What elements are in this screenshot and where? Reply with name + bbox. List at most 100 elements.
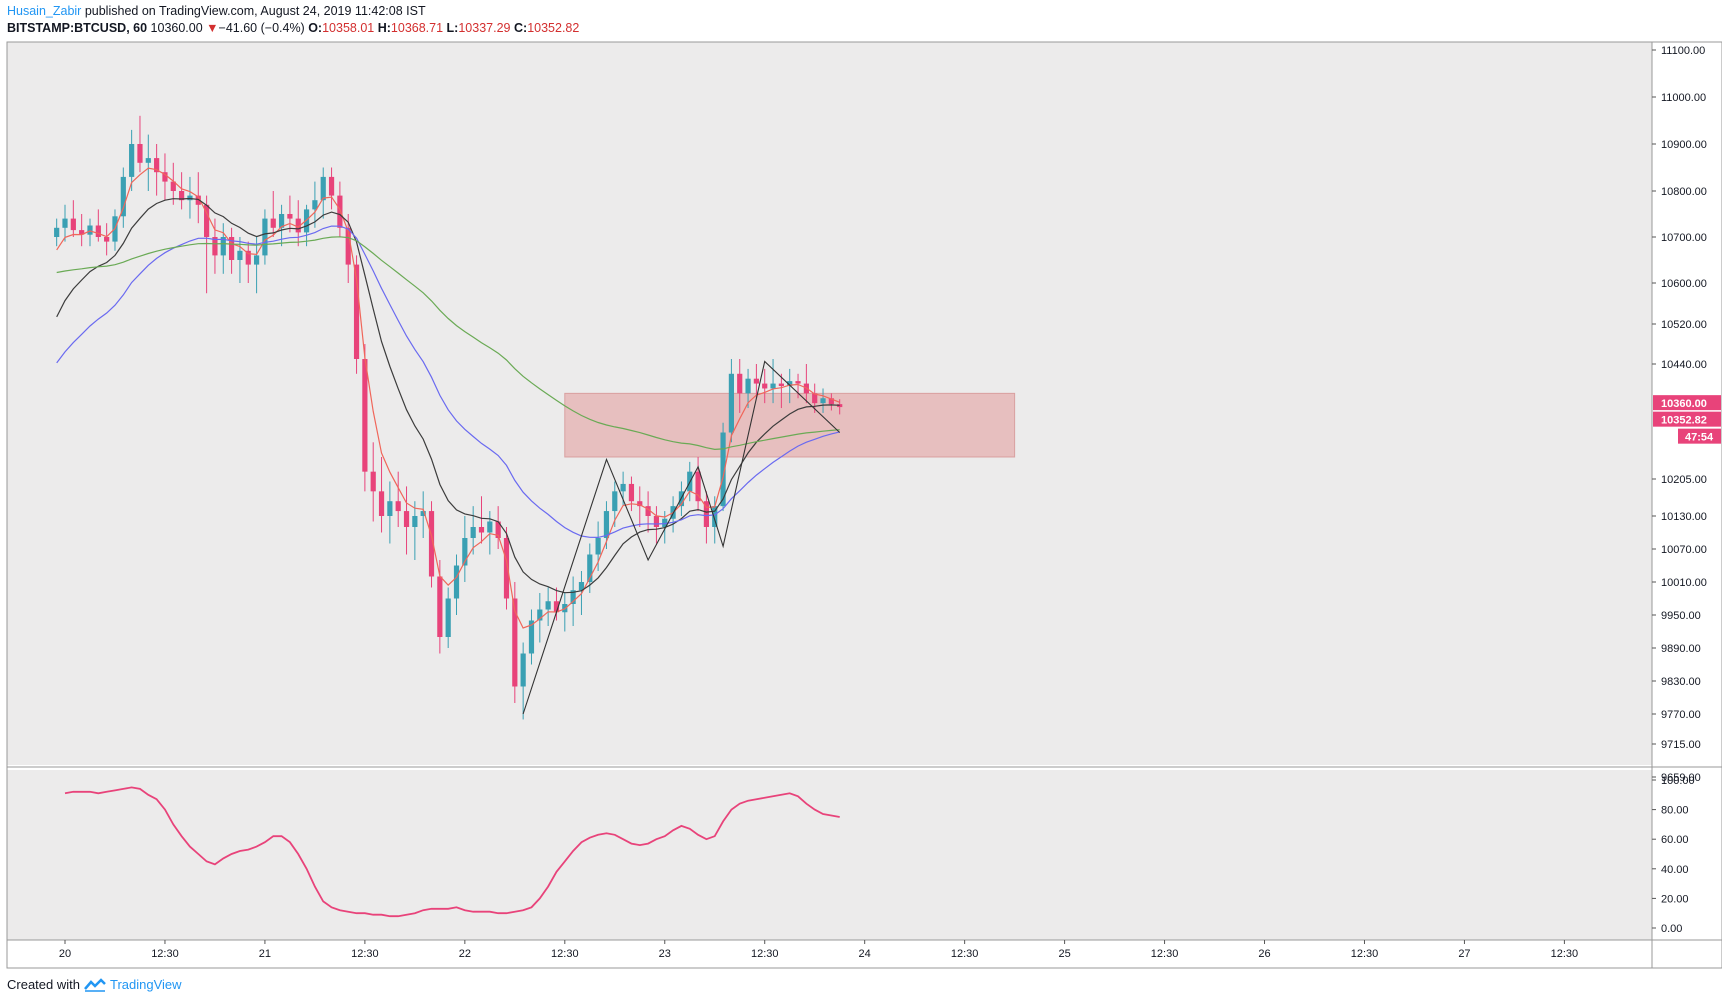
candle-body — [54, 227, 60, 237]
candle-body — [87, 225, 93, 235]
candle-body — [420, 511, 426, 516]
chart-header: Husain_Zabir published on TradingView.co… — [7, 4, 579, 38]
time-tick-label: 12:30 — [1151, 948, 1179, 960]
candle-body — [179, 191, 185, 201]
zigzag-pattern-line — [522, 360, 841, 715]
open-value: 10358.01 — [322, 21, 375, 35]
candle-body — [645, 506, 651, 516]
candle-body — [287, 214, 293, 219]
price-tick-label: 10130.00 — [1661, 511, 1707, 523]
candle-body — [95, 225, 101, 237]
candle-body — [70, 218, 76, 231]
candle-body — [104, 237, 110, 242]
last-price-tag — [1653, 395, 1721, 411]
price-tick-label: 10700.00 — [1661, 232, 1707, 244]
candle-body — [478, 527, 485, 533]
candle-body — [378, 491, 385, 516]
low-label: L: — [446, 21, 459, 35]
candle-body — [545, 601, 551, 610]
ema-green-line — [56, 236, 840, 451]
publish-line: Husain_Zabir published on TradingView.co… — [7, 4, 579, 19]
candle-body — [728, 373, 734, 433]
candle-body — [137, 144, 143, 163]
symbol-label[interactable]: BITSTAMP:BTCUSD, 60 — [7, 21, 148, 35]
candle-body — [395, 501, 401, 512]
candle-body — [403, 511, 410, 527]
time-tick-label: 24 — [859, 948, 871, 960]
rsi-tick-label: 40.00 — [1661, 864, 1689, 876]
candle-body — [129, 144, 135, 177]
price-tick-label: 10520.00 — [1661, 319, 1707, 331]
candle-body — [428, 511, 435, 577]
candle-body — [828, 398, 834, 405]
candle-body — [295, 218, 301, 233]
candle-body — [587, 554, 593, 582]
price-tick-label: 10070.00 — [1661, 544, 1707, 556]
price-tick-label: 10600.00 — [1661, 278, 1707, 290]
time-tick-label: 12:30 — [151, 948, 179, 960]
price-tick-label: 9890.00 — [1661, 643, 1701, 655]
time-tick-label: 22 — [459, 948, 471, 960]
price-tick-label: 10900.00 — [1661, 139, 1707, 151]
countdown-tag — [1678, 428, 1721, 444]
candle-body — [520, 653, 526, 687]
ema-mid-line — [56, 197, 840, 594]
rsi-tick-label: 20.00 — [1661, 893, 1689, 905]
candle-body — [620, 483, 626, 492]
candle-body — [120, 176, 126, 217]
candle-body — [662, 518, 668, 527]
candle-body — [612, 491, 618, 512]
tradingview-logo-icon — [84, 977, 106, 992]
candle-body — [753, 378, 759, 384]
time-tick-label: 25 — [1058, 948, 1070, 960]
candle-body — [253, 255, 260, 265]
candles — [54, 115, 843, 720]
time-tick-label: 27 — [1458, 948, 1470, 960]
high-label: H: — [377, 21, 391, 35]
candle-body — [187, 195, 193, 201]
price-axis: 11100.00 11000.00 10900.00 10800.00 10700.00… — [1652, 45, 1707, 784]
candle-body — [262, 218, 268, 256]
price-tick-label: 11100.00 — [1661, 45, 1705, 57]
candle-body — [353, 264, 360, 359]
candle-body — [204, 204, 210, 237]
candle-body — [570, 590, 576, 604]
candle-body — [720, 432, 726, 507]
price-tick-label: 10010.00 — [1661, 577, 1707, 589]
price-tick-label: 9950.00 — [1661, 610, 1701, 622]
time-tick-label: 12:30 — [751, 948, 779, 960]
candle-body — [795, 381, 801, 384]
price-tick-label: 9715.00 — [1661, 739, 1701, 751]
rsi-tick-label: 0.00 — [1661, 923, 1682, 935]
tradingview-brand[interactable]: TradingView — [109, 977, 182, 992]
candle-body — [537, 609, 543, 621]
candle-body — [362, 359, 368, 472]
time-tick-label: 21 — [259, 948, 271, 960]
candle-body — [787, 381, 793, 387]
time-tick-label: 26 — [1258, 948, 1270, 960]
price-tick-label: 10800.00 — [1661, 186, 1707, 198]
candle-body — [212, 237, 218, 256]
rsi-axis: 100.00 80.00 60.00 40.00 20.00 0.00 — [1652, 775, 1695, 935]
created-with-text: Created with — [7, 977, 80, 992]
close-value: 10352.82 — [527, 21, 580, 35]
candle-body — [245, 250, 251, 265]
candle-body — [312, 200, 318, 210]
candle-body — [270, 218, 276, 228]
candle-body — [778, 383, 784, 387]
candle-body — [628, 483, 635, 502]
candle-body — [62, 218, 68, 228]
author-link[interactable]: Husain_Zabir — [7, 4, 82, 18]
footer: Created with TradingView — [7, 977, 182, 992]
candle-body — [703, 501, 710, 527]
candle-body — [162, 172, 168, 182]
time-tick-label: 12:30 — [551, 948, 579, 960]
candle-body — [637, 501, 643, 507]
last-price-tag-label: 10360.00 — [1661, 398, 1707, 410]
time-axis: 20 12:30 21 12:30 22 12:30 23 12:30 24 12:30 25 12:… — [59, 940, 1578, 960]
candle-body — [737, 373, 743, 394]
candle-body — [553, 601, 560, 613]
close-price-tag — [1653, 411, 1721, 427]
candle-body — [170, 181, 176, 191]
